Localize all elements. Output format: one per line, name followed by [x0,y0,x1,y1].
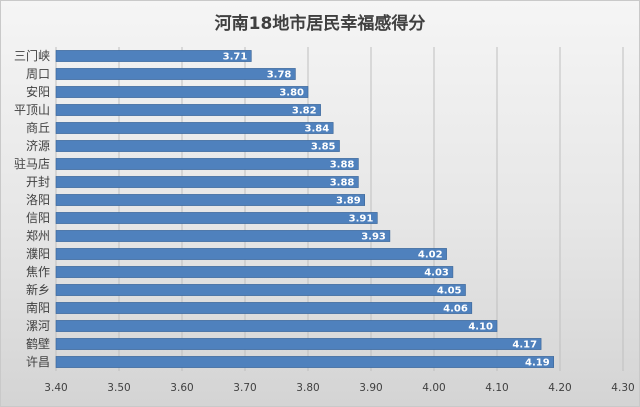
category-label-6: 驻马店 [14,156,50,171]
chart-title: 河南18地市居民幸福感得分 [214,14,426,34]
bar-7 [55,176,359,188]
category-label-17: 许昌 [26,355,50,369]
category-label-12: 焦作 [26,265,50,279]
x-tick-label-8: 4.20 [548,382,571,394]
bar-5 [55,140,340,152]
bar-10 [55,230,391,242]
value-label-9: 3.91 [349,214,374,225]
value-label-1: 3.78 [267,70,292,81]
value-label-3: 3.82 [292,106,317,117]
category-label-3: 平顶山 [14,103,50,117]
value-label-11: 4.02 [418,250,443,261]
category-label-15: 漯河 [26,319,50,333]
x-tick-label-2: 3.60 [170,382,193,394]
bar-9 [55,212,378,224]
value-label-16: 4.17 [512,340,537,351]
bar-0 [55,50,252,62]
category-label-0: 三门峡 [14,48,50,63]
bar-3 [55,104,321,116]
bar-16 [55,338,542,350]
value-label-10: 3.93 [361,232,386,243]
bar-15 [55,320,498,332]
category-label-11: 濮阳 [26,246,50,261]
bar-2 [55,86,309,98]
value-label-12: 4.03 [424,268,449,279]
category-label-10: 郑州 [26,228,50,243]
x-tick-label-0: 3.40 [44,382,67,394]
x-axis-tick-labels: 3.40 3.50 3.60 3.70 3.80 3.90 4.00 4.10 4.20 4.30 [44,382,634,394]
value-label-13: 4.05 [437,286,462,297]
category-label-13: 新乡 [26,282,50,297]
value-label-0: 3.71 [223,52,248,63]
bar-4 [55,122,334,134]
value-label-8: 3.89 [336,196,361,207]
value-label-14: 4.06 [443,304,468,315]
x-tick-label-7: 4.10 [485,382,508,394]
category-label-8: 洛阳 [26,192,50,207]
value-label-17: 4.19 [525,358,550,369]
x-tick-label-1: 3.50 [107,382,130,394]
bar-1 [55,68,296,80]
category-label-4: 商丘 [26,120,50,135]
value-label-4: 3.84 [305,124,330,135]
category-label-16: 鹤壁 [26,336,50,351]
bar-6 [55,158,359,170]
value-label-5: 3.85 [311,142,336,153]
x-tick-label-9: 4.30 [611,382,634,394]
bars [55,50,555,368]
value-labels: 3.71 3.78 3.80 3.82 3.84 3.85 3.88 3.88 3.89 3.91… [223,52,550,369]
x-tick-label-5: 3.90 [359,382,382,394]
category-label-7: 开封 [26,175,50,189]
bar-8 [55,194,366,206]
category-label-5: 济源 [26,138,50,153]
bar-11 [55,248,447,260]
category-label-9: 信阳 [26,211,50,225]
category-label-14: 南阳 [26,300,50,315]
bar-17 [55,356,555,368]
category-label-2: 安阳 [26,84,50,99]
value-label-7: 3.88 [330,178,355,189]
x-tick-label-4: 3.80 [296,382,319,394]
bar-13 [55,284,466,296]
category-label-1: 周口 [26,67,50,81]
bar-14 [55,302,473,314]
value-label-6: 3.88 [330,160,355,171]
x-tick-label-3: 3.70 [233,382,256,394]
gridlines [55,47,624,371]
value-label-15: 4.10 [468,322,493,333]
x-tick-label-6: 4.00 [422,382,445,394]
value-label-2: 3.80 [279,88,304,99]
bar-12 [55,266,454,278]
